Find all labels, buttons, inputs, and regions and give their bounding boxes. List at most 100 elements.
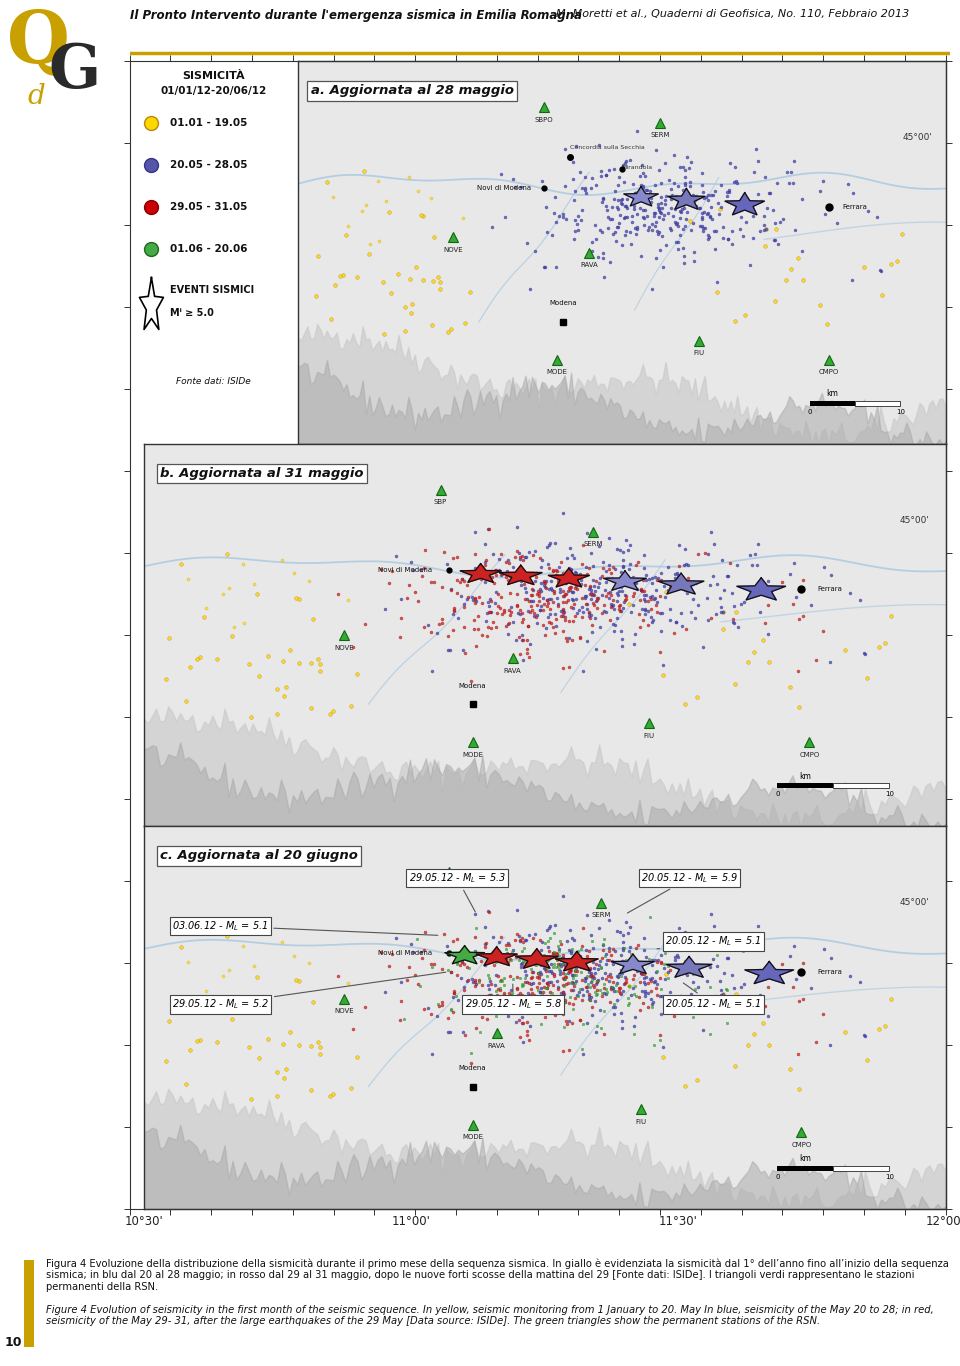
Point: [551, 205, 566, 227]
Point: [856, 257, 872, 279]
Point: [532, 964, 547, 986]
Point: [600, 582, 615, 604]
Point: [629, 216, 644, 238]
Point: [477, 533, 492, 555]
Point: [460, 968, 475, 990]
Polygon shape: [604, 571, 646, 590]
Point: [669, 611, 684, 632]
Point: [727, 191, 742, 213]
Point: [585, 968, 600, 990]
Point: [700, 970, 715, 992]
Point: [660, 579, 676, 601]
Point: [700, 184, 715, 206]
Point: [684, 187, 700, 209]
Point: [477, 553, 492, 575]
Point: [401, 167, 417, 189]
Point: [513, 985, 528, 1007]
Point: [558, 175, 573, 197]
Point: [540, 949, 556, 971]
Point: [567, 960, 583, 982]
Point: [684, 963, 700, 985]
Point: [468, 973, 484, 994]
Point: [542, 981, 558, 1003]
Point: [623, 601, 638, 623]
Point: [668, 184, 684, 206]
Point: [559, 630, 574, 652]
Point: [539, 617, 554, 639]
Point: [614, 567, 630, 589]
Point: [588, 579, 603, 601]
Point: [659, 581, 674, 602]
Point: [715, 216, 731, 238]
Point: [536, 997, 551, 1019]
Point: [564, 545, 580, 567]
Point: [514, 563, 529, 585]
Point: [563, 979, 578, 1001]
Point: [732, 975, 748, 997]
Point: [478, 549, 493, 571]
Point: [440, 321, 455, 343]
Point: [686, 250, 702, 272]
Point: [372, 229, 387, 251]
Point: [669, 944, 684, 966]
Point: [672, 199, 687, 221]
Point: [243, 1089, 258, 1111]
Point: [652, 642, 667, 664]
Point: [236, 936, 252, 958]
Point: [434, 612, 449, 634]
Text: km: km: [827, 389, 838, 398]
Point: [499, 615, 515, 637]
Point: [622, 574, 637, 596]
Point: [451, 607, 467, 628]
Point: [413, 975, 428, 997]
Point: [551, 938, 566, 960]
Text: MODE: MODE: [462, 751, 483, 758]
Point: [473, 568, 489, 590]
Point: [610, 921, 625, 943]
Point: [750, 555, 765, 576]
Point: [730, 172, 745, 194]
Point: [485, 544, 500, 566]
Point: [606, 589, 621, 611]
Point: [596, 982, 612, 1004]
Point: [444, 579, 459, 601]
Point: [592, 949, 608, 971]
Point: [725, 582, 740, 604]
Point: [795, 952, 810, 974]
Point: [566, 975, 582, 997]
Point: [532, 598, 547, 620]
Point: [613, 193, 629, 214]
Text: RAVA: RAVA: [581, 262, 598, 268]
Point: [556, 598, 571, 620]
Point: [567, 561, 583, 583]
Point: [456, 593, 471, 615]
Point: [625, 949, 640, 971]
Point: [608, 557, 623, 579]
Point: [515, 985, 530, 1007]
Point: [550, 955, 565, 977]
Point: [565, 999, 581, 1020]
Point: [583, 989, 598, 1011]
Point: [648, 210, 663, 232]
Point: [636, 589, 652, 611]
Point: [716, 962, 732, 984]
Point: [707, 915, 722, 937]
Point: [643, 970, 659, 992]
Point: [470, 988, 486, 1009]
Point: [540, 930, 556, 952]
Point: [569, 213, 585, 235]
Point: [634, 245, 649, 266]
Point: [615, 938, 631, 960]
Point: [582, 988, 597, 1009]
Point: [606, 594, 621, 616]
Point: [628, 985, 643, 1007]
Point: [558, 989, 573, 1011]
Point: [221, 576, 236, 598]
Point: [417, 616, 432, 638]
Point: [767, 229, 782, 251]
Point: [591, 535, 607, 557]
Point: [241, 1035, 256, 1057]
Point: [358, 996, 373, 1018]
Point: [474, 974, 490, 996]
Point: [614, 187, 630, 209]
